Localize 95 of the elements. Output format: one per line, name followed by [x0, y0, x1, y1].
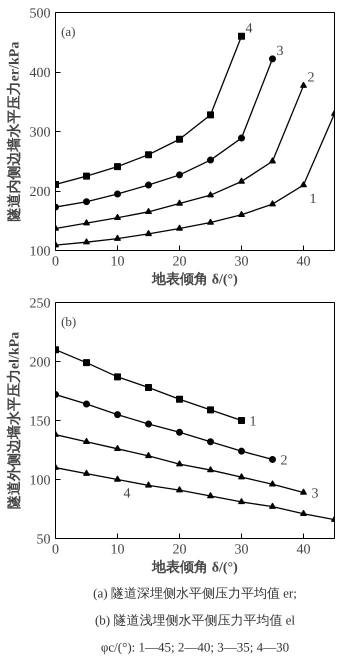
point	[145, 230, 152, 236]
x-tick-label: 30	[234, 254, 248, 270]
x-axis-title: 地表倾角 δ/(°)	[151, 272, 238, 288]
point	[145, 452, 152, 458]
x-tick-label: 10	[110, 542, 124, 558]
point	[207, 156, 214, 164]
point	[145, 208, 152, 214]
y-tick-label: 100	[30, 474, 50, 488]
point	[238, 448, 245, 455]
point	[238, 178, 245, 184]
point	[269, 480, 276, 486]
x-tick-label: 30	[234, 542, 248, 558]
text: (b) 隧道浅埋侧水平侧压力平均值 el	[94, 612, 296, 628]
y-tick-label: 200	[30, 356, 50, 370]
point	[176, 200, 183, 206]
annotation: 1	[250, 414, 256, 430]
point	[145, 481, 152, 488]
y-tick-label: 400	[30, 66, 50, 81]
x-tick-label: 40	[296, 254, 310, 270]
y-tick-label: 100	[30, 244, 50, 260]
y-tick-label: 300	[30, 126, 50, 140]
point	[300, 510, 307, 516]
annotation: 4	[124, 486, 130, 502]
point	[207, 406, 214, 414]
x-tick-label: 10	[110, 254, 124, 270]
text: (a) 隧道深埋侧水平侧压力平均值 er;	[93, 586, 297, 600]
point	[114, 444, 121, 452]
annotation: 2	[308, 70, 314, 86]
x-tick-label: 20	[172, 254, 186, 270]
point	[176, 486, 183, 492]
point	[269, 456, 276, 463]
point	[269, 55, 276, 62]
point	[114, 411, 121, 418]
point	[114, 190, 121, 198]
y-axis-title: 隧道内侧边墙水平压力er/kPa	[6, 42, 22, 222]
point	[238, 210, 245, 218]
annotation: 2	[280, 453, 288, 468]
point	[207, 111, 214, 118]
point	[83, 400, 90, 408]
annotation: (a)	[61, 24, 76, 40]
annotation: 3	[312, 486, 318, 502]
point	[145, 182, 152, 189]
y-tick-label: 500	[30, 6, 50, 22]
point	[145, 151, 152, 158]
point	[176, 460, 183, 466]
point	[83, 219, 90, 226]
point	[207, 466, 214, 472]
point	[300, 181, 307, 188]
point	[83, 238, 90, 244]
point	[83, 198, 90, 206]
x-tick-label: 0	[52, 254, 59, 270]
annotation: (b)	[61, 314, 76, 329]
point	[83, 438, 90, 444]
x-tick-label: 40	[296, 542, 310, 558]
annotation: 4	[246, 21, 252, 36]
text: φc/(°): 1—45; 2—40; 3—35; 4—30	[100, 640, 290, 654]
point	[83, 470, 90, 476]
point	[207, 492, 214, 498]
point	[176, 396, 183, 403]
x-tick-label: 20	[172, 542, 186, 558]
point	[114, 373, 121, 380]
point	[269, 502, 276, 509]
x-axis-title: 地表倾角 δ/(°)	[151, 560, 238, 576]
point	[269, 200, 276, 206]
annotation: 3	[276, 44, 284, 59]
point	[207, 218, 214, 225]
y-tick-label: 250	[30, 296, 50, 312]
point	[238, 417, 245, 424]
y-tick-label: 200	[30, 185, 50, 200]
point	[238, 134, 245, 142]
point	[114, 214, 121, 220]
point	[114, 163, 121, 170]
point	[238, 498, 245, 504]
point	[300, 488, 307, 495]
point	[114, 234, 121, 241]
point	[83, 359, 90, 366]
point	[207, 438, 214, 446]
annotation: 1	[310, 192, 316, 208]
point	[83, 172, 90, 180]
point	[269, 157, 276, 164]
point	[238, 473, 245, 480]
y-axis-title: 隧道外侧边墙水平压力el/kPa	[6, 332, 22, 510]
point	[114, 476, 121, 482]
point	[300, 82, 307, 88]
point	[176, 224, 183, 231]
point	[176, 171, 183, 178]
x-tick-label: 0	[52, 542, 59, 558]
point	[176, 136, 183, 143]
y-tick-label: 50	[36, 532, 50, 548]
point	[176, 428, 183, 436]
y-tick-label: 150	[30, 414, 50, 430]
point	[145, 384, 152, 391]
point	[207, 191, 214, 198]
point	[145, 420, 152, 428]
point	[238, 32, 245, 40]
